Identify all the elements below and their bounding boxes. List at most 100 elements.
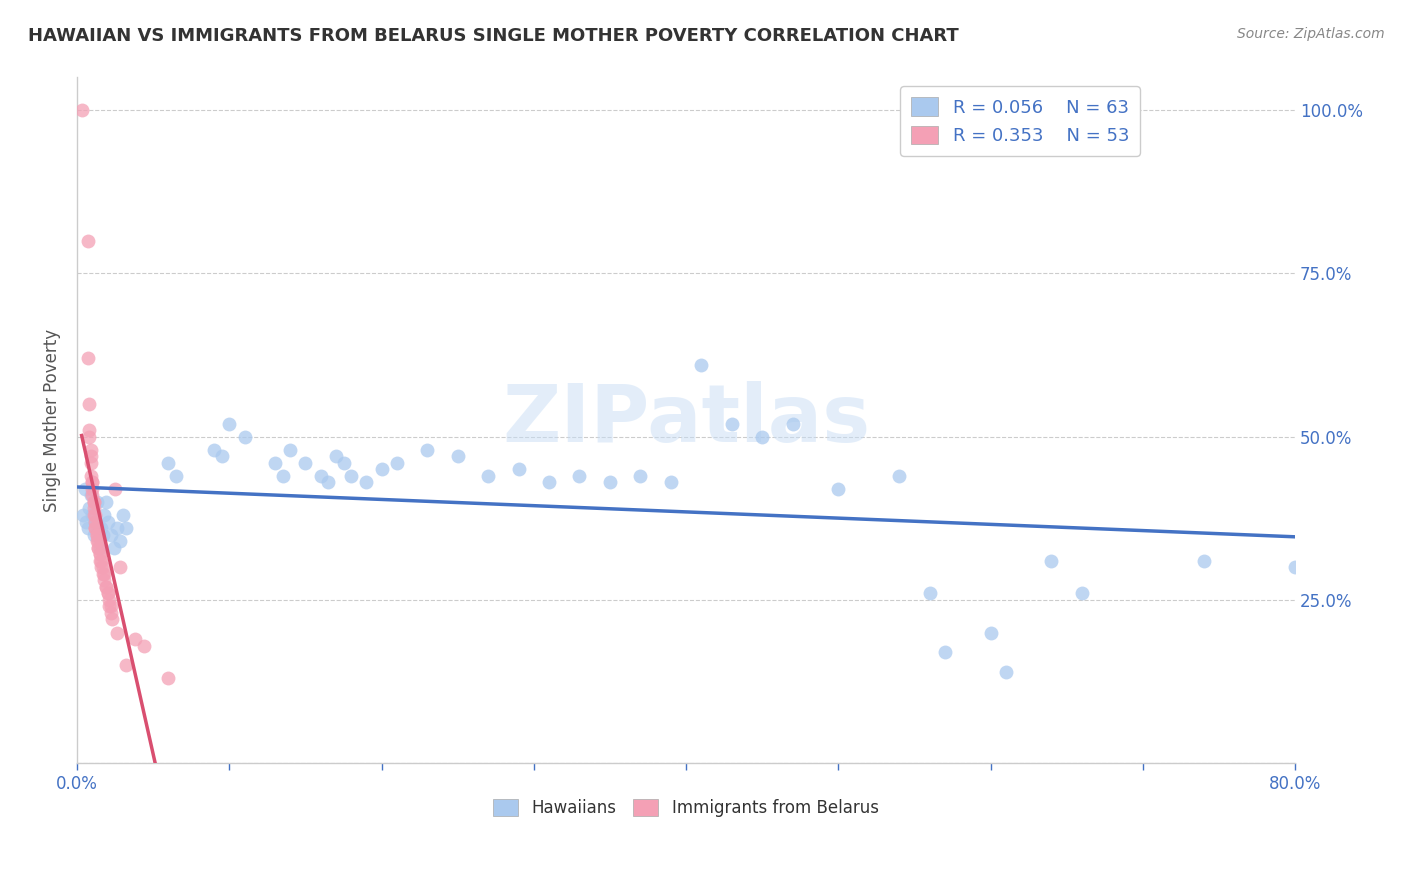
Point (980, 625, 1002, 640)
Point (84, 515, 107, 529)
Point (316, 475, 339, 490)
Point (72, 508, 94, 522)
Point (101, 612, 124, 626)
Point (100, 599, 122, 614)
Point (89, 541, 111, 555)
Point (370, 462, 392, 476)
Point (332, 456, 354, 470)
Point (233, 429, 256, 443)
Point (90, 554, 112, 568)
Point (82, 488, 104, 502)
Y-axis label: Single Mother Poverty: Single Mother Poverty (44, 329, 60, 512)
Point (94, 495, 117, 509)
Text: Source: ZipAtlas.com: Source: ZipAtlas.com (1237, 27, 1385, 41)
Point (340, 468, 363, 483)
Point (86, 495, 108, 509)
Point (93, 566, 115, 581)
Point (90, 521, 112, 535)
Point (96, 586, 118, 600)
Text: ZIPatlas: ZIPatlas (502, 381, 870, 459)
Point (211, 449, 233, 463)
Point (98, 599, 121, 614)
Point (80, 468, 103, 483)
Point (1070, 586, 1092, 600)
Point (77, 397, 100, 411)
Point (87, 541, 110, 555)
Point (132, 639, 155, 653)
Point (83, 501, 105, 516)
Point (100, 527, 122, 541)
Point (83, 527, 105, 541)
Point (103, 541, 125, 555)
Point (80, 442, 103, 457)
Point (202, 442, 225, 457)
Point (100, 606, 122, 620)
Point (218, 417, 240, 431)
Point (82, 475, 104, 490)
Point (477, 468, 499, 483)
Point (114, 658, 136, 673)
Point (94, 580, 117, 594)
Point (385, 456, 408, 470)
Point (628, 468, 651, 483)
Point (86, 527, 108, 541)
Point (76, 521, 98, 535)
Point (86, 527, 108, 541)
Point (108, 560, 131, 574)
Point (80, 449, 103, 463)
Point (659, 475, 682, 490)
Point (508, 462, 530, 476)
Point (599, 475, 621, 490)
Legend: Hawaiians, Immigrants from Belarus: Hawaiians, Immigrants from Belarus (486, 792, 886, 823)
Point (82, 482, 104, 496)
Point (89, 547, 111, 561)
Point (89, 554, 111, 568)
Point (91, 560, 114, 574)
Point (76, 351, 98, 366)
Point (76, 234, 98, 248)
Point (918, 586, 941, 600)
Point (720, 417, 742, 431)
Point (91, 527, 114, 541)
Point (309, 468, 332, 483)
Point (124, 632, 146, 646)
Point (111, 508, 134, 522)
Text: HAWAIIAN VS IMMIGRANTS FROM BELARUS SINGLE MOTHER POVERTY CORRELATION CHART: HAWAIIAN VS IMMIGRANTS FROM BELARUS SING… (28, 27, 959, 45)
Point (93, 574, 115, 588)
Point (83, 495, 105, 509)
Point (83, 508, 105, 522)
Point (84, 521, 107, 535)
Point (96, 586, 118, 600)
Point (87, 541, 110, 555)
Point (294, 456, 316, 470)
Point (89, 547, 111, 561)
Point (537, 475, 560, 490)
Point (157, 671, 180, 685)
Point (77, 423, 100, 437)
Point (1284, 560, 1306, 574)
Point (447, 449, 470, 463)
Point (934, 645, 956, 659)
Point (77, 501, 100, 516)
Point (994, 665, 1017, 679)
Point (80, 456, 103, 470)
Point (90, 560, 112, 574)
Point (416, 442, 439, 457)
Point (1040, 554, 1063, 568)
Point (75, 515, 97, 529)
Point (83, 495, 105, 509)
Point (93, 508, 115, 522)
Point (91, 566, 114, 581)
Point (271, 468, 294, 483)
Point (82, 475, 104, 490)
Point (165, 468, 187, 483)
Point (73, 482, 96, 496)
Point (105, 521, 128, 535)
Point (278, 442, 301, 457)
Point (690, 358, 713, 372)
Point (782, 417, 804, 431)
Point (84, 515, 107, 529)
Point (751, 429, 773, 443)
Point (86, 534, 108, 549)
Point (77, 429, 100, 443)
